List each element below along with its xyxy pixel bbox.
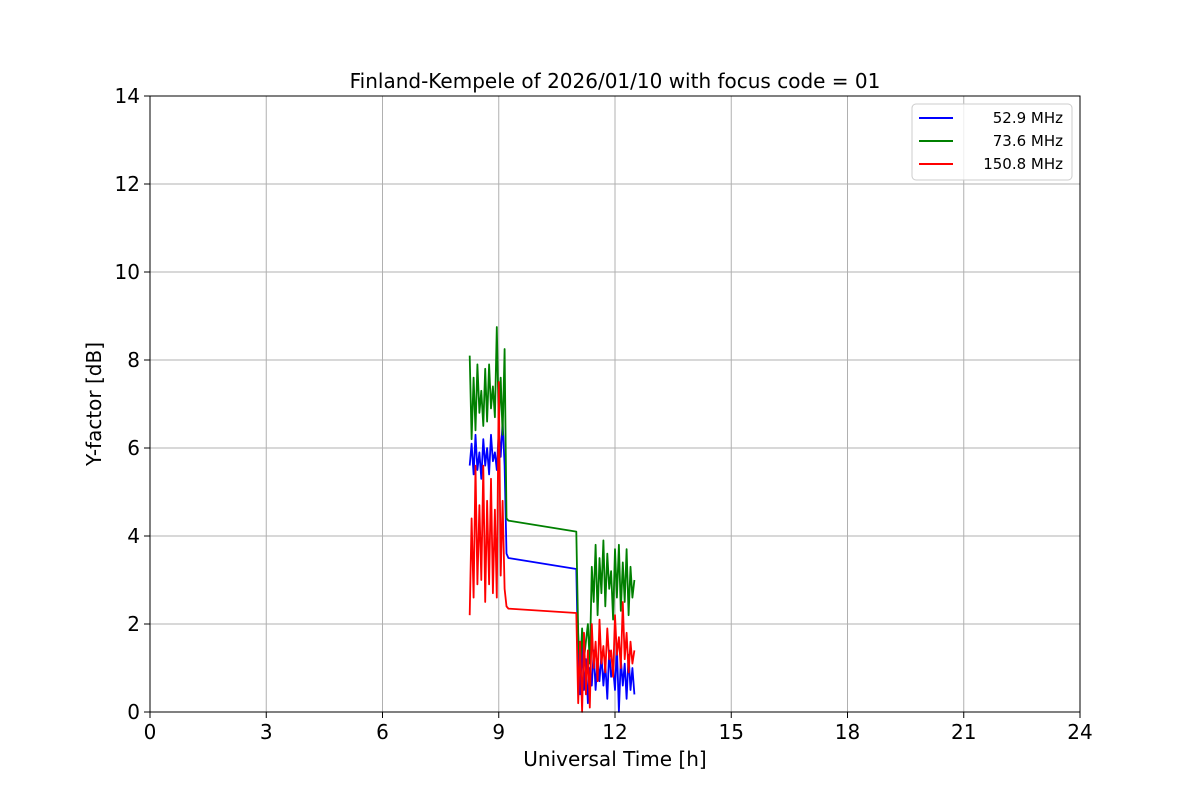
series-group: [468, 326, 636, 713]
x-axis-label: Universal Time [h]: [523, 747, 706, 771]
y-tick-label: 6: [127, 436, 140, 460]
legend-label: 52.9 MHz: [993, 109, 1063, 127]
legend: 52.9 MHz 73.6 MHz 150.8 MHz: [911, 103, 1073, 181]
y-tick-label: 2: [127, 612, 140, 636]
y-tick-label: 0: [127, 700, 140, 724]
chart-title: Finland-Kempele of 2026/01/10 with focus…: [350, 69, 881, 93]
x-tick-label: 21: [951, 720, 976, 744]
y-tick-label: 4: [127, 524, 140, 548]
x-tick-label: 15: [719, 720, 744, 744]
y-tick-label: 8: [127, 348, 140, 372]
y-tick-label: 10: [115, 260, 140, 284]
x-tick-label: 3: [260, 720, 273, 744]
x-tick-label: 12: [602, 720, 627, 744]
y-tick-label: 12: [115, 172, 140, 196]
x-tick-label: 9: [492, 720, 505, 744]
series-line-150-8-mhz: [468, 381, 636, 713]
y-tick-label: 14: [115, 84, 140, 108]
legend-label: 150.8 MHz: [983, 155, 1063, 173]
x-tick-label: 0: [144, 720, 157, 744]
legend-label: 73.6 MHz: [993, 132, 1063, 150]
x-tick-label: 6: [376, 720, 389, 744]
x-tick-label: 18: [835, 720, 860, 744]
x-tick-label: 24: [1067, 720, 1092, 744]
y-axis-label: Y-factor [dB]: [82, 342, 106, 467]
legend-box: [911, 103, 1073, 181]
